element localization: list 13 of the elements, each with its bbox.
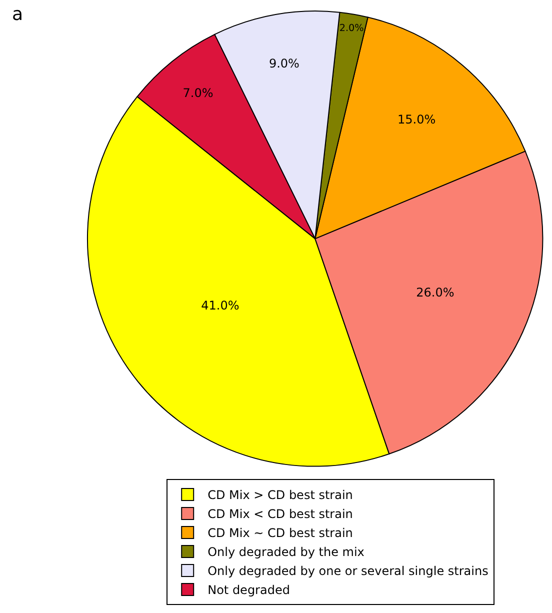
legend-label: CD Mix < CD best strain <box>208 507 353 522</box>
legend-label: Only degraded by one or several single strains <box>208 564 488 578</box>
data-label: 41.0% <box>201 298 240 313</box>
data-label: 26.0% <box>416 286 454 300</box>
legend-label: CD Mix > CD best strain <box>208 488 353 502</box>
legend-label: CD Mix ~ CD best strain <box>208 526 353 540</box>
legend-label: Not degraded <box>208 583 290 598</box>
data-label: 9.0% <box>268 56 300 70</box>
data-label: 7.0% <box>182 86 214 100</box>
data-label: 2.0% <box>339 22 364 34</box>
text: a <box>12 4 24 25</box>
data-label: 15.0% <box>398 112 436 126</box>
legend-label: Only degraded by the mix <box>208 545 364 560</box>
